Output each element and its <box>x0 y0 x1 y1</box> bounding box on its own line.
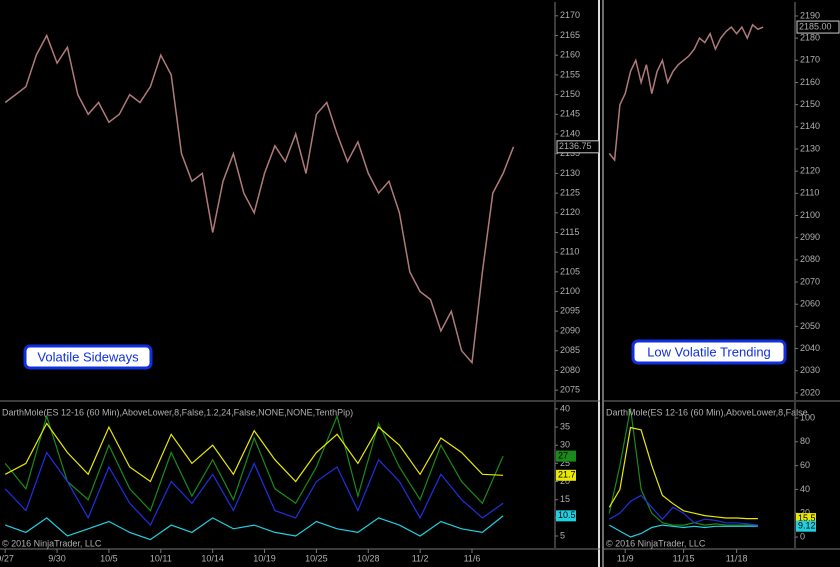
y-tick-label: 15 <box>560 494 570 504</box>
y-tick-label: 2090 <box>560 325 580 335</box>
annotation-box <box>631 339 787 365</box>
x-tick-label: 10/14 <box>201 553 224 563</box>
y-tick-label: 2090 <box>800 232 820 242</box>
y-tick-label: 60 <box>800 460 810 470</box>
y-tick-label: 2165 <box>560 30 580 40</box>
y-tick-label: 2100 <box>560 286 580 296</box>
x-tick-label: 9/27 <box>0 553 14 563</box>
y-tick-label: 2030 <box>800 365 820 375</box>
y-tick-label: 2190 <box>800 10 820 20</box>
y-tick-label: 2115 <box>560 227 579 237</box>
y-tick-label: 2170 <box>800 55 820 65</box>
y-tick-label: 2105 <box>560 266 580 276</box>
value-tag <box>556 450 576 462</box>
y-tick-label: 2170 <box>560 10 580 20</box>
indicator-title: DarthMole(ES 12-16 (60 Min),AboveLower,8… <box>606 407 808 417</box>
data-line <box>608 426 758 520</box>
y-tick-label: 20 <box>800 508 810 518</box>
data-line <box>608 408 758 526</box>
annotation-box <box>23 344 153 370</box>
y-tick-label: 2070 <box>800 276 820 286</box>
y-tick-label: 2150 <box>560 89 580 99</box>
x-tick-label: 10/25 <box>305 553 328 563</box>
y-tick-label: 20 <box>560 476 570 486</box>
y-tick-label: 2140 <box>800 121 820 131</box>
indicator-title: DarthMole(ES 12-16 (60 Min),AboveLower,8… <box>2 407 353 417</box>
value-tag <box>796 520 816 532</box>
x-tick-label: 11/15 <box>673 553 695 563</box>
y-tick-label: 2100 <box>800 210 820 220</box>
y-tick-label: 2120 <box>560 207 580 217</box>
value-tag-label: 10.55 <box>558 510 581 520</box>
y-tick-label: 2140 <box>560 128 580 138</box>
y-tick-label: 2095 <box>560 306 580 316</box>
y-tick-label: 2150 <box>800 99 820 109</box>
y-tick-label: 2080 <box>800 254 820 264</box>
y-tick-label: 80 <box>800 436 810 446</box>
value-tag <box>556 510 576 522</box>
value-tag <box>796 513 816 525</box>
y-tick-label: 2145 <box>560 109 580 119</box>
y-tick-label: 2160 <box>560 50 580 60</box>
x-tick-label: 11/6 <box>464 553 481 563</box>
x-tick-label: 10/28 <box>357 553 380 563</box>
y-tick-label: 2110 <box>800 188 819 198</box>
value-tag-label: 27 <box>558 450 568 460</box>
y-tick-label: 2020 <box>800 387 820 397</box>
data-line <box>4 33 515 365</box>
x-tick-label: 10/19 <box>253 553 276 563</box>
y-tick-label: 35 <box>560 421 570 431</box>
x-tick-label: 11/9 <box>617 553 634 563</box>
value-tag <box>556 469 576 481</box>
copyright: © 2016 NinjaTrader, LLC <box>2 538 102 548</box>
y-tick-label: 2075 <box>560 385 580 395</box>
x-tick-label: 10/11 <box>150 553 172 563</box>
data-line <box>5 515 504 541</box>
y-tick-label: 30 <box>560 440 570 450</box>
data-line <box>609 494 758 526</box>
y-tick-label: 2160 <box>800 77 820 87</box>
y-tick-label: 2060 <box>800 299 820 309</box>
data-line <box>608 23 764 163</box>
x-tick-label: 10/5 <box>100 553 118 563</box>
y-tick-label: 2050 <box>800 321 820 331</box>
x-tick-label: 11/2 <box>412 553 429 563</box>
value-tag-label: 21.72 <box>558 470 581 480</box>
x-tick-label: 9/30 <box>48 553 66 563</box>
y-tick-label: 2040 <box>800 343 820 353</box>
data-line <box>4 422 504 483</box>
annotation: Low Volatile Trending <box>647 344 771 359</box>
y-tick-label: 40 <box>560 403 570 413</box>
y-tick-label: 100 <box>800 412 815 422</box>
value-tag-label: 15.52 <box>798 513 821 523</box>
y-tick-label: 0 <box>800 531 805 541</box>
last-price-tag <box>796 20 840 34</box>
y-tick-label: 40 <box>800 484 810 494</box>
y-tick-label: 2110 <box>560 247 579 257</box>
x-tick-label: 11/18 <box>726 553 748 563</box>
data-line <box>4 414 504 512</box>
y-tick-label: 2085 <box>560 345 580 355</box>
y-tick-label: 2080 <box>560 365 580 375</box>
last-price-label: 2185.00 <box>799 21 832 31</box>
y-tick-label: 2130 <box>560 168 580 178</box>
value-tag-label: 9.12 <box>798 521 816 531</box>
y-tick-label: 2125 <box>560 187 580 197</box>
data-line <box>609 524 758 538</box>
y-tick-label: 2180 <box>800 33 820 43</box>
y-tick-label: 2130 <box>800 143 820 153</box>
y-tick-label: 5 <box>560 530 565 540</box>
last-price-tag <box>556 140 600 154</box>
data-line <box>4 451 504 527</box>
y-tick-label: 25 <box>560 458 570 468</box>
last-price-label: 2136.75 <box>559 141 592 151</box>
copyright: © 2016 NinjaTrader, LLC <box>606 538 706 548</box>
y-tick-label: 2155 <box>560 69 580 79</box>
annotation: Volatile Sideways <box>37 349 139 364</box>
y-tick-label: 2120 <box>800 166 820 176</box>
